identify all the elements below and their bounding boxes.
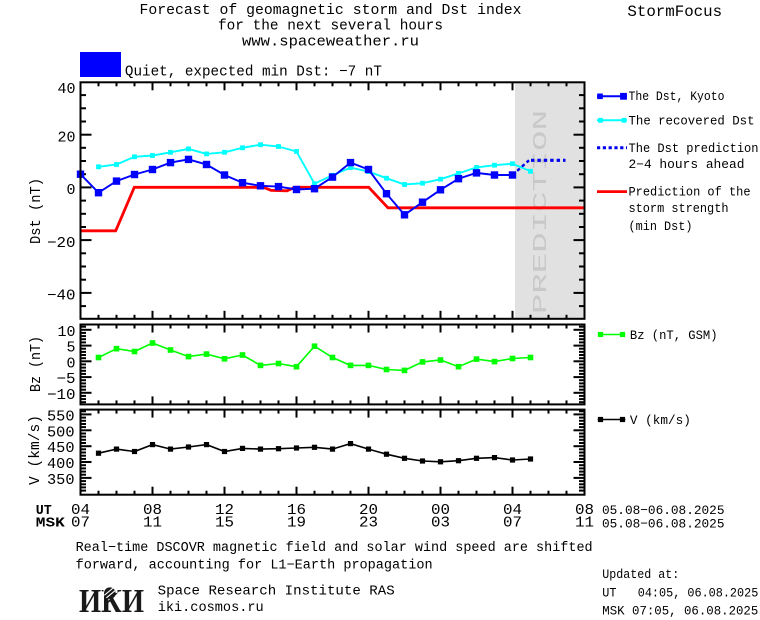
- svg-text:550: 550: [47, 408, 75, 425]
- svg-text:04: 04: [503, 502, 522, 519]
- svg-text:Bz (nT): Bz (nT): [28, 336, 45, 392]
- svg-text:V (km/s): V (km/s): [27, 415, 44, 485]
- svg-text:Space Research Institute RAS: Space Research Institute RAS: [158, 584, 395, 600]
- svg-text:Prediction of the: Prediction of the: [629, 186, 751, 200]
- svg-text:forward, accounting for L1−Ear: forward, accounting for L1−Earth propaga…: [76, 559, 433, 574]
- svg-text:2−4 hours ahead: 2−4 hours ahead: [629, 158, 745, 172]
- svg-text:www.spaceweather.ru: www.spaceweather.ru: [242, 34, 419, 51]
- svg-text:04: 04: [71, 502, 90, 519]
- svg-text:for the next several hours: for the next several hours: [218, 18, 443, 35]
- svg-text:20: 20: [58, 129, 76, 146]
- svg-text:Quiet, expected min Dst: −7 nT: Quiet, expected min Dst: −7 nT: [125, 64, 382, 81]
- svg-text:The Dst, Kyoto: The Dst, Kyoto: [629, 90, 725, 104]
- svg-text:The recovered Dst: The recovered Dst: [629, 114, 755, 128]
- svg-text:Forecast of geomagnetic storm: Forecast of geomagnetic storm and Dst in…: [140, 2, 522, 19]
- svg-text:iki.cosmos.ru: iki.cosmos.ru: [158, 600, 264, 616]
- svg-text:−10: −10: [47, 387, 76, 404]
- svg-text:The Dst prediction: The Dst prediction: [629, 142, 759, 156]
- svg-text:MSK 07:05, 06.08.2025: MSK 07:05, 06.08.2025: [602, 605, 758, 619]
- svg-text:23: 23: [359, 514, 378, 531]
- svg-text:Dst (nT): Dst (nT): [28, 178, 45, 244]
- svg-text:10: 10: [58, 324, 76, 341]
- svg-text:15: 15: [215, 514, 234, 531]
- svg-text:12: 12: [215, 502, 234, 519]
- svg-text:16: 16: [287, 502, 306, 519]
- svg-text:PREDICTION: PREDICTION: [530, 110, 552, 314]
- svg-text:11: 11: [143, 514, 162, 531]
- svg-text:11: 11: [575, 514, 594, 531]
- svg-text:Bz (nT, GSM): Bz (nT, GSM): [630, 329, 718, 343]
- svg-text:0: 0: [67, 355, 76, 372]
- svg-text:08: 08: [143, 502, 162, 519]
- svg-text:StormFocus: StormFocus: [627, 3, 722, 21]
- svg-text:20: 20: [359, 502, 378, 519]
- svg-text:40: 40: [58, 81, 76, 98]
- svg-text:00: 00: [431, 502, 450, 519]
- svg-text:−40: −40: [47, 288, 76, 305]
- svg-text:400: 400: [47, 456, 75, 473]
- svg-text:(min Dst): (min Dst): [629, 220, 693, 234]
- svg-text:MSK: MSK: [36, 516, 66, 531]
- svg-text:Real−time DSCOVR magnetic fiel: Real−time DSCOVR magnetic field and sola…: [76, 541, 593, 556]
- svg-text:450: 450: [47, 440, 75, 457]
- svg-text:Updated at:: Updated at:: [602, 568, 679, 582]
- svg-text:storm strength: storm strength: [629, 202, 729, 216]
- svg-text:05.08−06.08.2025: 05.08−06.08.2025: [602, 516, 725, 531]
- svg-text:UT 04:05, 06.08.2025: UT 04:05, 06.08.2025: [602, 587, 758, 601]
- svg-text:19: 19: [287, 514, 306, 531]
- svg-text:UT: UT: [36, 504, 52, 519]
- svg-text:−5: −5: [57, 371, 76, 388]
- svg-text:07: 07: [503, 514, 522, 531]
- svg-text:V (km/s): V (km/s): [630, 414, 691, 428]
- svg-text:0: 0: [67, 182, 76, 199]
- svg-text:08: 08: [575, 502, 594, 519]
- svg-text:07: 07: [71, 514, 90, 531]
- svg-text:05.08−06.08.2025: 05.08−06.08.2025: [602, 503, 725, 518]
- svg-text:350: 350: [47, 472, 75, 489]
- svg-text:500: 500: [47, 424, 75, 441]
- svg-text:03: 03: [431, 514, 450, 531]
- svg-text:−20: −20: [47, 235, 76, 252]
- svg-text:5: 5: [67, 340, 76, 357]
